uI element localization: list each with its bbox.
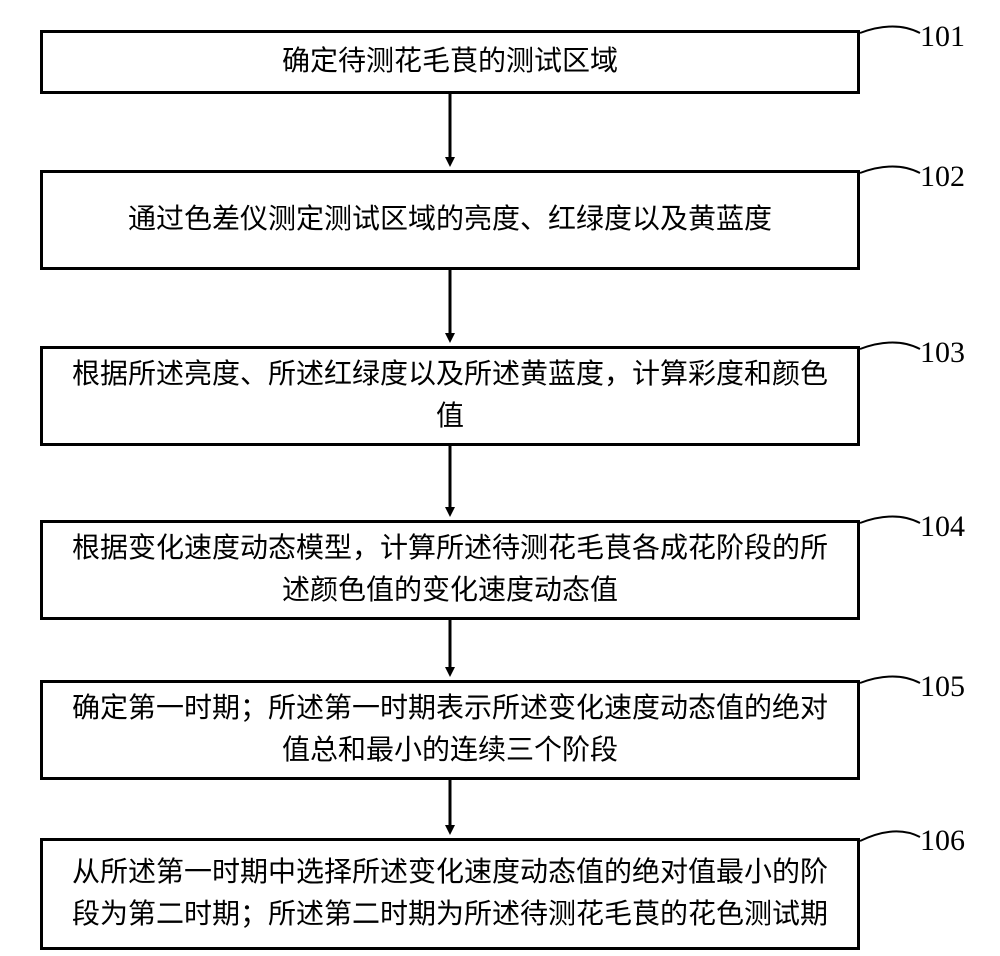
flowchart-step-label-103: 103 xyxy=(920,336,965,370)
flowchart-connectors xyxy=(0,0,1000,956)
flowchart-step-text: 从所述第一时期中选择所述变化速度动态值的绝对值最小的阶段为第二时期；所述第二时期… xyxy=(63,852,837,936)
flowchart-step-text: 确定待测花毛茛的测试区域 xyxy=(63,41,837,83)
flowchart-step-text: 根据所述亮度、所述红绿度以及所述黄蓝度，计算彩度和颜色值 xyxy=(63,354,837,438)
flowchart-step-text: 通过色差仪测定测试区域的亮度、红绿度以及黄蓝度 xyxy=(63,199,837,241)
flowchart-canvas: 确定待测花毛茛的测试区域 101 通过色差仪测定测试区域的亮度、红绿度以及黄蓝度… xyxy=(0,0,1000,956)
flowchart-step-label-102: 102 xyxy=(920,160,965,194)
leader-curve xyxy=(860,677,920,684)
flowchart-step-label-101: 101 xyxy=(920,20,965,54)
flowchart-step-label-104: 104 xyxy=(920,510,965,544)
flowchart-step-label-105: 105 xyxy=(920,670,965,704)
flowchart-step-label-106: 106 xyxy=(920,824,965,858)
flowchart-step-text: 确定第一时期；所述第一时期表示所述变化速度动态值的绝对值总和最小的连续三个阶段 xyxy=(63,688,837,772)
flowchart-step-105: 确定第一时期；所述第一时期表示所述变化速度动态值的绝对值总和最小的连续三个阶段 xyxy=(40,680,860,780)
flowchart-step-103: 根据所述亮度、所述红绿度以及所述黄蓝度，计算彩度和颜色值 xyxy=(40,346,860,446)
leader-curve xyxy=(860,27,920,34)
flowchart-step-102: 通过色差仪测定测试区域的亮度、红绿度以及黄蓝度 xyxy=(40,170,860,270)
flowchart-step-106: 从所述第一时期中选择所述变化速度动态值的绝对值最小的阶段为第二时期；所述第二时期… xyxy=(40,838,860,950)
leader-curve xyxy=(860,167,920,174)
flowchart-step-101: 确定待测花毛茛的测试区域 xyxy=(40,30,860,94)
flowchart-step-104: 根据变化速度动态模型，计算所述待测花毛茛各成花阶段的所述颜色值的变化速度动态值 xyxy=(40,520,860,620)
leader-curve xyxy=(860,831,920,841)
flowchart-step-text: 根据变化速度动态模型，计算所述待测花毛茛各成花阶段的所述颜色值的变化速度动态值 xyxy=(63,528,837,612)
leader-curve xyxy=(860,517,920,524)
leader-curve xyxy=(860,343,920,350)
